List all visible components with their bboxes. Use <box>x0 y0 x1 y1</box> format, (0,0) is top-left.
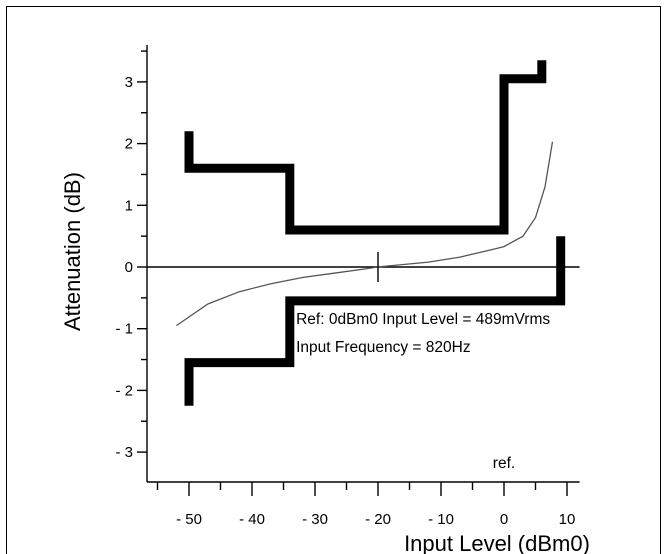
y-tick-label: 0 <box>125 259 133 276</box>
y-tick-label: - 3 <box>115 444 133 461</box>
upper-limit-mask <box>184 60 547 235</box>
y-tick-label: - 1 <box>115 321 133 338</box>
y-tick-label: 2 <box>125 136 133 153</box>
lower-limit-mask <box>184 236 566 406</box>
chart-frame <box>6 6 661 554</box>
x-tick-label: - 30 <box>302 511 328 528</box>
x-tick-label: 10 <box>559 511 576 528</box>
input-frequency-note: Input Frequency = 820Hz <box>296 339 470 356</box>
ref-marker-label: ref. <box>493 455 515 472</box>
y-tick-label: - 2 <box>115 382 133 399</box>
reference-level-note: Ref: 0dBm0 Input Level = 489mVrms <box>296 311 550 328</box>
y-axis-label: Attenuation (dB) <box>60 172 85 331</box>
x-tick-label: - 10 <box>428 511 454 528</box>
x-tick-label: - 40 <box>239 511 265 528</box>
x-tick-label: 0 <box>500 511 508 528</box>
y-tick-label: 1 <box>125 197 133 214</box>
attenuation-curve <box>176 141 554 327</box>
y-tick-label: 3 <box>125 74 133 91</box>
x-axis-label: Input Level (dBm0) <box>404 531 590 554</box>
x-tick-label: - 20 <box>365 511 391 528</box>
tick-marks <box>137 50 568 496</box>
x-tick-label: - 50 <box>176 511 202 528</box>
